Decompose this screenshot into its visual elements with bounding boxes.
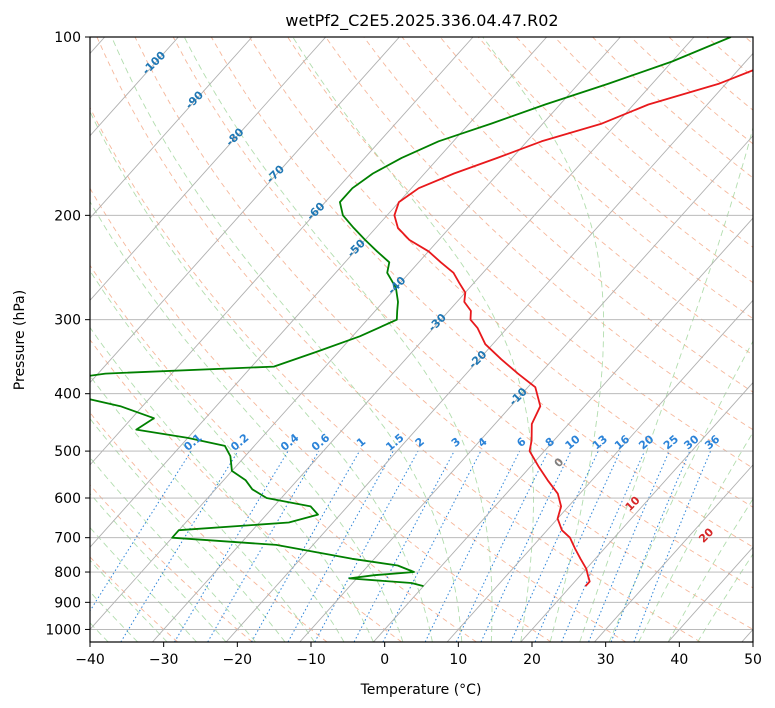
dry-adiabat-140 <box>477 37 753 284</box>
isotherm--30 <box>152 37 695 642</box>
dry-adiabat-20 <box>90 187 552 642</box>
x-tick-label: −30 <box>149 652 179 668</box>
x-tick-label: 30 <box>597 652 615 668</box>
dry-adiabat-60 <box>172 37 753 589</box>
skewed-isotherms <box>90 37 753 642</box>
isotherm--50 <box>90 37 548 548</box>
dry-adiabat--20 <box>90 484 253 642</box>
moist-adiabat-4 <box>90 200 404 642</box>
isotherm-30 <box>594 464 753 642</box>
mixing-ratio-line-30 <box>610 450 691 642</box>
mixing-ratio-line-2 <box>314 450 419 642</box>
y-axis-ticks: 100 200 300 400 500 600 700 800 900 1000 <box>45 30 90 638</box>
plot-area: 0.1 0.2 0.4 0.6 1 1.5 2 3 4 6 8 10 13 16 20 25 30 36-100-… <box>90 37 753 642</box>
x-axis-label: Temperature (°C) <box>360 682 482 698</box>
series-dewpoint-line <box>90 37 732 587</box>
y-tick-label: 300 <box>54 313 81 329</box>
mixing-ratio-line-1 <box>251 450 360 642</box>
x-tick-label: 0 <box>380 652 389 668</box>
mixing-ratio-line-16 <box>534 450 621 642</box>
moist-adiabat-20 <box>292 37 534 642</box>
x-tick-label: −40 <box>75 652 105 668</box>
mixing-ratio-line-6 <box>424 450 521 642</box>
x-tick-label: 40 <box>670 652 688 668</box>
x-tick-label: 20 <box>523 652 541 668</box>
isotherm--80 <box>90 37 327 301</box>
y-tick-label: 600 <box>54 491 81 507</box>
x-tick-label: 10 <box>449 652 467 668</box>
y-tick-label: 800 <box>54 565 81 581</box>
dry-adiabat-50 <box>134 37 753 630</box>
mixing-ratio-line-20 <box>561 450 646 642</box>
isotherm--20 <box>225 52 753 642</box>
chart-title: wetPf2_C2E5.2025.336.04.47.R02 <box>285 11 558 31</box>
y-tick-label: 500 <box>54 444 81 460</box>
dry-adiabat-70 <box>210 37 753 548</box>
moist-adiabat--16 <box>90 456 256 642</box>
y-tick-label: 700 <box>54 531 81 547</box>
plot-frame <box>89 36 754 643</box>
moist-adiabat--12 <box>90 417 286 642</box>
y-tick-label: 900 <box>54 595 81 611</box>
moist-adiabat-0 <box>90 270 374 642</box>
isotherm--70 <box>90 37 400 384</box>
isotherm-20 <box>520 381 753 642</box>
moist-adiabat-28 <box>579 125 753 642</box>
y-tick-label: 1000 <box>45 622 81 638</box>
isotherm-0 <box>373 217 753 642</box>
dry-adiabat-30 <box>90 106 627 642</box>
moist-adiabat-36 <box>638 431 753 642</box>
dry-adiabats <box>90 37 753 642</box>
pressure-gridlines <box>90 37 753 630</box>
mixing-ratio-line-0.1 <box>90 450 192 612</box>
y-tick-label: 100 <box>54 30 81 46</box>
y-tick-label: 200 <box>54 208 81 224</box>
dry-adiabat-110 <box>363 37 753 393</box>
dry-adiabat-10 <box>90 264 477 642</box>
isotherm-10 <box>446 299 753 642</box>
moist-adiabats <box>90 37 753 642</box>
series-temperature-line <box>393 69 753 587</box>
mixing-ratio-line-36 <box>633 450 712 642</box>
isotherm--60 <box>90 37 474 466</box>
mixing-ratio-line-25 <box>588 450 670 642</box>
moist-adiabat-12 <box>111 37 463 642</box>
mixing-ratio-line-1.5 <box>287 450 394 642</box>
dry-adiabat-40 <box>96 37 701 642</box>
x-tick-label: −10 <box>296 652 326 668</box>
isotherm--90 <box>90 37 253 219</box>
moist-adiabat-24 <box>482 37 605 642</box>
moist-adiabat-16 <box>183 37 493 642</box>
moist-adiabat--8 <box>90 375 315 642</box>
y-tick-label: 400 <box>54 387 81 403</box>
dry-adiabat-90 <box>287 37 753 469</box>
x-tick-label: −20 <box>223 652 253 668</box>
sounding-series <box>90 37 753 587</box>
x-axis-ticks: −40 −30 −20 −10 0 10 20 30 40 50 <box>75 642 762 668</box>
y-axis-label: Pressure (hPa) <box>12 290 28 390</box>
isotherm--10 <box>299 135 753 642</box>
x-tick-label: 50 <box>744 652 762 668</box>
